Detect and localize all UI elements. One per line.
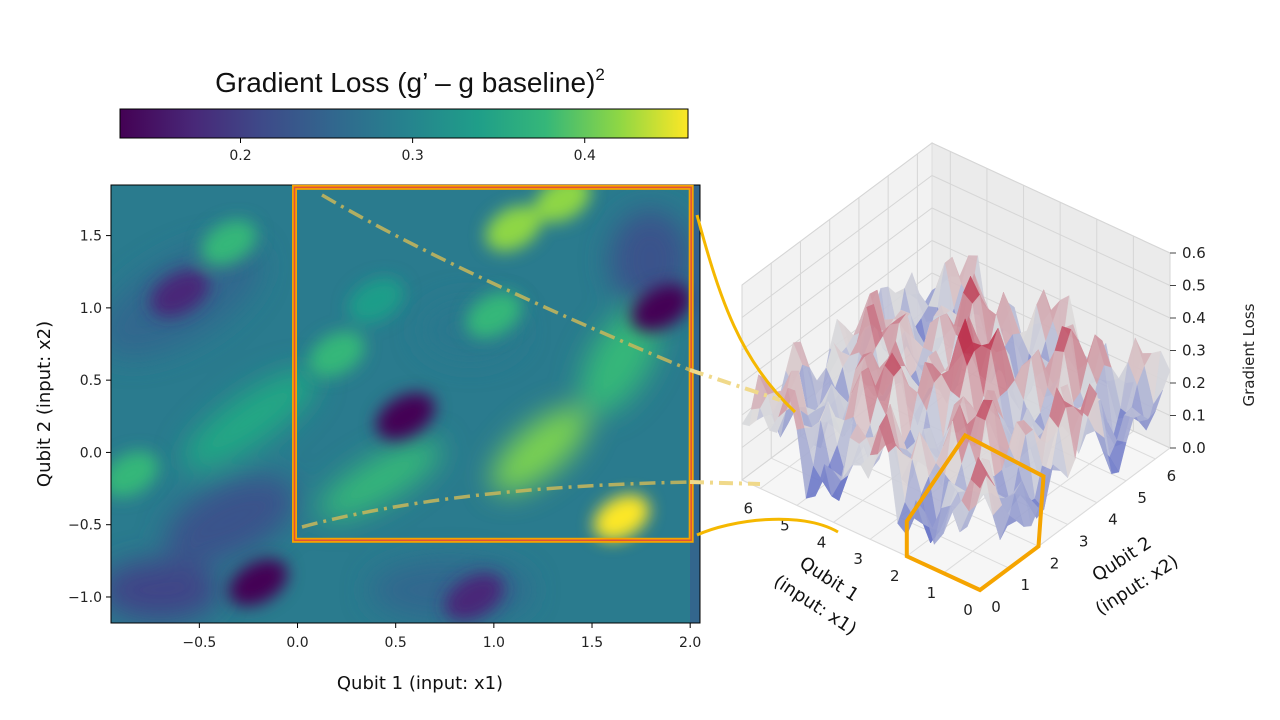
- colorbar-ticks: 0.2 0.3 0.4: [229, 138, 596, 164]
- surface-highlight-box: [904, 432, 1046, 593]
- connector-dash-lower: [689, 480, 761, 486]
- heatmap-bright-spot: [593, 494, 650, 541]
- heatmap-y-tick-label: 0.5: [80, 373, 102, 389]
- surface-z-tick-label: 0.1: [1182, 407, 1206, 425]
- surface-z-tick-label: 0.0: [1182, 439, 1206, 457]
- connector-upper: [695, 214, 797, 414]
- heat-blob: [580, 305, 660, 415]
- heatmap-bright-spot: [308, 331, 365, 378]
- surface-grid-line: [741, 142, 1171, 286]
- heatmap-x-tick-label: 1.0: [483, 635, 505, 651]
- surface-x-tick-label: 5: [780, 516, 790, 534]
- heat-blob: [182, 369, 318, 471]
- surface-x-tick-label: 1: [927, 584, 937, 602]
- surface-z-tick-label: 0.2: [1182, 374, 1206, 392]
- zoom-box-inner: [293, 186, 692, 542]
- title-main: Gradient Loss (g’ – g baseline): [215, 67, 595, 98]
- surface-x-tick-label: 4: [817, 533, 827, 551]
- heatmap-xlabel: Qubit 1 (input: x1): [337, 673, 503, 694]
- surface-z-tick-label: 0.6: [1182, 244, 1206, 262]
- colorbar-tick-label: 0.2: [229, 148, 251, 164]
- connector-lower: [696, 517, 839, 537]
- heatmap-x-tick-label: 2.0: [679, 635, 701, 651]
- heatmap-dark-spot: [444, 573, 504, 621]
- heatmap-x-tick-label: 0.0: [286, 635, 308, 651]
- heatmap-x-tick-label: −0.5: [182, 635, 216, 651]
- heatmap-y-tick-label: 1.5: [80, 229, 102, 245]
- surface-y-tick-label: 2: [1050, 554, 1060, 572]
- heatmap-y-tick-label: −1.0: [68, 590, 102, 606]
- heatmap-dark-spot: [150, 269, 210, 317]
- heatmap-dark-spot: [228, 558, 288, 607]
- colorbar-tick-label: 0.3: [401, 148, 423, 164]
- heat-blob: [491, 406, 589, 494]
- heat-blob: [318, 440, 442, 520]
- heatmap-bright-spot: [485, 205, 542, 252]
- surface-y-tick-label: 4: [1108, 511, 1118, 529]
- heatmap-edge-band: [690, 185, 700, 623]
- surface-grid-line: [741, 207, 1171, 351]
- heatmap-x-tick-label: 0.5: [385, 635, 407, 651]
- heatmap-ylabel: Qubit 2 (input: x2): [34, 321, 55, 487]
- heatmap: [111, 185, 700, 623]
- heatmap-y-tick-label: 1.0: [80, 301, 102, 317]
- heatmap-dark-spot: [631, 284, 691, 332]
- zoom-box: [292, 184, 694, 543]
- surface-y-tick-label: 1: [1020, 576, 1030, 594]
- heatmap-bright-spot: [111, 451, 159, 498]
- heatmap-bright-spot: [200, 219, 257, 266]
- title-superscript: 2: [595, 65, 604, 84]
- surface-y-tick-label: 5: [1137, 489, 1147, 507]
- surface-facet: [970, 456, 988, 489]
- heatmap-axes: −0.5 0.0 0.5 1.0 1.5 2.0 −1.0 −0.5 0.0 0.5 1.0 1.5: [68, 229, 701, 651]
- colorbar-tick-label: 0.4: [574, 148, 596, 164]
- figure-title: Gradient Loss (g’ – g baseline)2: [215, 65, 605, 98]
- colorbar: [119, 108, 689, 139]
- surface-z-tick-label: 0.4: [1182, 309, 1206, 327]
- heatmap-bright-spot: [348, 277, 404, 324]
- surface-y-tick-label: 3: [1079, 532, 1089, 550]
- heatmap-bright-spot: [466, 292, 522, 339]
- surface-y-tick-label: 0: [991, 598, 1001, 616]
- heatmap-y-tick-label: −0.5: [68, 518, 102, 534]
- surface-x-tick-label: 3: [853, 550, 863, 568]
- surface-grid-line: [741, 239, 1171, 383]
- connector-dash-upper: [689, 368, 781, 402]
- heatmap-x-tick-label: 1.5: [581, 635, 603, 651]
- surface-plot-3d: 0.0 0.1 0.2 0.3 0.4 0.5 0.6 0 1 2 3 4 5 6 0 1 2 3 4 5 6: [741, 142, 1206, 619]
- surface-mesh: [741, 255, 1171, 545]
- surface-y-tick-label: 6: [1167, 467, 1177, 485]
- heat-blob: [164, 476, 296, 564]
- surface-z-tick-label: 0.3: [1182, 342, 1206, 360]
- heatmap-dark-spot: [376, 392, 435, 440]
- heat-blob: [111, 560, 220, 620]
- surface-grid-line: [741, 174, 1171, 318]
- surface-x-tick-label: 6: [744, 499, 754, 517]
- guide-line-upper: [321, 193, 691, 372]
- surface-z-tick-label: 0.5: [1182, 277, 1206, 295]
- heatmap-y-tick-label: 0.0: [80, 445, 102, 461]
- guide-line-lower: [301, 480, 691, 529]
- surface-x-tick-label: 2: [890, 567, 900, 585]
- surface-zlabel: Gradient Loss: [1240, 303, 1258, 406]
- surface-x-tick-label: 0: [963, 601, 973, 619]
